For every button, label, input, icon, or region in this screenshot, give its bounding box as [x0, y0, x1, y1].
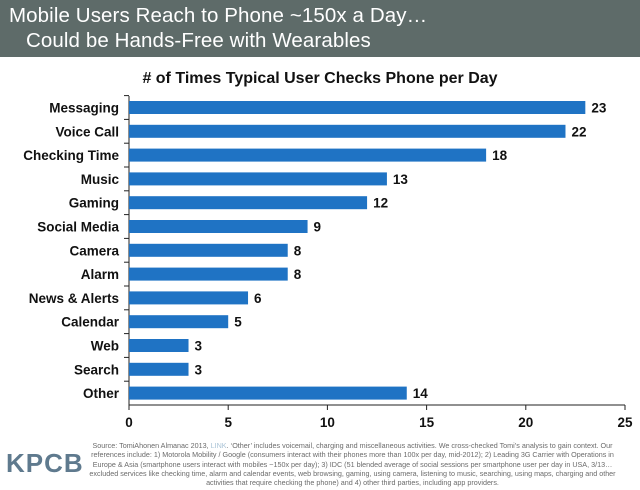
- category-label: Search: [74, 362, 119, 377]
- source-link[interactable]: LINK: [210, 441, 227, 450]
- chart-title: # of Times Typical User Checks Phone per…: [142, 70, 498, 87]
- category-label: Music: [81, 172, 120, 187]
- category-label: Gaming: [69, 196, 119, 211]
- bar: [129, 148, 487, 162]
- x-tick-label: 25: [617, 415, 633, 430]
- data-label: 13: [393, 172, 409, 187]
- x-tick-label: 5: [224, 415, 232, 430]
- data-label: 12: [373, 196, 388, 211]
- category-label: News & Alerts: [29, 291, 119, 306]
- bar: [129, 243, 288, 257]
- category-label: Voice Call: [55, 124, 119, 139]
- header-title-line-1: Mobile Users Reach to Phone ~150x a Day…: [9, 4, 428, 27]
- bar: [129, 386, 407, 400]
- bar: [129, 362, 189, 376]
- bar: [129, 267, 288, 281]
- source-note: Source: TomiAhonen Almanac 2013, LINK. ‘…: [80, 441, 625, 487]
- x-tick-label: 0: [125, 415, 133, 430]
- data-label: 3: [195, 339, 203, 354]
- data-label: 3: [195, 362, 203, 377]
- source-text-after: . ‘Other’ includes voicemail, charging a…: [89, 441, 616, 488]
- category-label: Checking Time: [23, 148, 119, 163]
- category-label: Social Media: [37, 220, 119, 235]
- bar: [129, 196, 368, 210]
- source-text-before: Source: TomiAhonen Almanac 2013,: [92, 441, 209, 450]
- bar: [129, 339, 189, 352]
- data-label: 8: [294, 243, 302, 258]
- data-label: 14: [413, 386, 429, 401]
- data-label: 8: [294, 267, 302, 282]
- category-label: Messaging: [49, 101, 119, 116]
- bar-chart: 0 5 10 15 20 25 Messaging 23 Voice Call 22 Checkin…: [23, 95, 633, 430]
- data-label: 9: [314, 220, 322, 235]
- data-label: 23: [591, 101, 607, 116]
- x-tick-label: 20: [518, 415, 533, 430]
- bar: [129, 101, 586, 114]
- category-label: Web: [91, 339, 119, 354]
- category-label: Camera: [69, 243, 119, 258]
- kpcb-logo: KPCB: [6, 448, 84, 478]
- bar: [129, 124, 566, 138]
- bar: [129, 220, 308, 233]
- bar: [129, 315, 229, 329]
- data-label: 18: [492, 148, 508, 163]
- category-label: Alarm: [81, 267, 119, 282]
- bar: [129, 172, 387, 186]
- data-label: 5: [234, 315, 242, 330]
- category-label: Other: [83, 386, 120, 401]
- x-tick-label: 15: [419, 415, 435, 430]
- x-tick-label: 10: [320, 415, 335, 430]
- data-label: 6: [254, 291, 262, 306]
- header-banner: Mobile Users Reach to Phone ~150x a Day……: [0, 0, 640, 57]
- data-label: 22: [571, 124, 586, 139]
- category-label: Calendar: [61, 315, 120, 330]
- header-title-line-2: Could be Hands-Free with Wearables: [26, 29, 371, 52]
- bar: [129, 291, 249, 305]
